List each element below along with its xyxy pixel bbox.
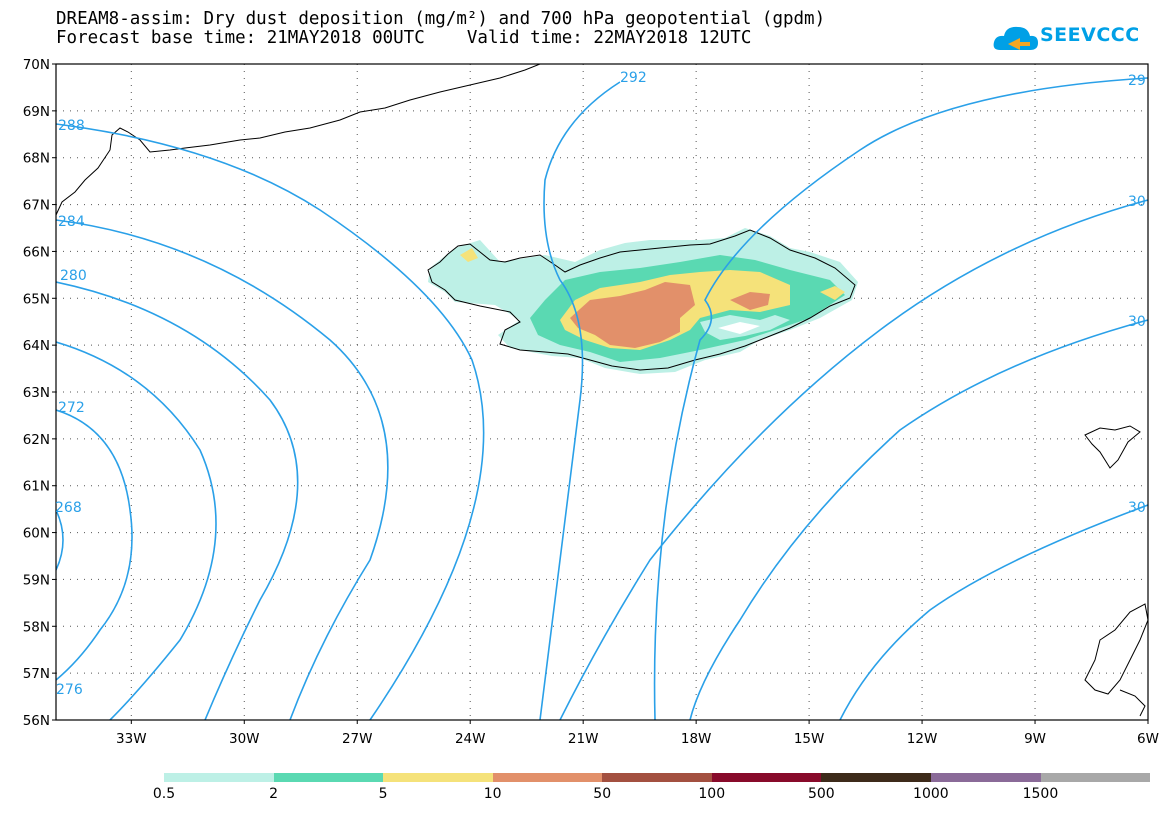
lat-label: 57N bbox=[23, 666, 50, 682]
legend-label: 1000 bbox=[913, 786, 949, 802]
legend-swatch bbox=[383, 773, 493, 782]
lat-label: 67N bbox=[23, 198, 50, 214]
lat-label: 60N bbox=[23, 526, 50, 542]
coastlines bbox=[56, 64, 1148, 717]
contour-label-284: 284 bbox=[58, 214, 85, 230]
legend-swatch bbox=[492, 773, 603, 782]
cloud-icon bbox=[993, 26, 1038, 50]
lat-label: 61N bbox=[23, 479, 50, 495]
dust-deposition-field bbox=[428, 228, 858, 374]
lon-label: 15W bbox=[794, 731, 825, 747]
lon-label: 27W bbox=[342, 731, 373, 747]
chart-title-line2: Forecast base time: 21MAY2018 00UTC Vali… bbox=[56, 28, 752, 48]
longitude-labels: 33W 30W 27W 24W 21W 18W 15W 12W 9W 6W bbox=[116, 720, 1159, 747]
seevccc-logo: SEEVCCC bbox=[1040, 24, 1140, 46]
geopotential-contours bbox=[56, 77, 1148, 720]
legend-label: 10 bbox=[483, 786, 502, 802]
contour-label-29: 29 bbox=[1128, 73, 1146, 89]
legend-swatch bbox=[602, 773, 712, 782]
lat-label: 58N bbox=[23, 619, 50, 635]
lat-label: 63N bbox=[23, 385, 50, 401]
contour-label-276: 276 bbox=[56, 682, 83, 698]
contour-label-30-b: 30 bbox=[1128, 314, 1146, 330]
lat-label: 66N bbox=[23, 244, 50, 260]
legend-label: 50 bbox=[593, 786, 612, 802]
lon-label: 21W bbox=[568, 731, 599, 747]
lat-label: 70N bbox=[23, 57, 50, 73]
lon-label: 33W bbox=[116, 731, 147, 747]
color-legend bbox=[164, 773, 1151, 782]
lon-label: 12W bbox=[907, 731, 938, 747]
lat-label: 65N bbox=[23, 291, 50, 307]
legend-label: 0.5 bbox=[152, 786, 176, 802]
legend-label: 1500 bbox=[1022, 786, 1059, 802]
lon-label: 24W bbox=[455, 731, 486, 747]
lat-label: 69N bbox=[23, 104, 50, 120]
contour-label-30-a: 30 bbox=[1128, 194, 1146, 210]
contour-label-288: 288 bbox=[58, 118, 85, 134]
graticule-grid bbox=[56, 64, 1148, 720]
legend-swatch bbox=[273, 773, 384, 782]
lon-label: 9W bbox=[1024, 731, 1046, 747]
contour-label-272: 272 bbox=[58, 400, 85, 416]
contour-labels: 292 29 30 30 30 288 284 280 272 268 276 bbox=[55, 70, 1146, 698]
lat-label: 56N bbox=[23, 713, 50, 729]
lat-label: 68N bbox=[23, 151, 50, 167]
lat-label: 64N bbox=[23, 338, 50, 354]
legend-swatch bbox=[1040, 773, 1151, 782]
legend-swatch bbox=[821, 773, 931, 782]
legend-label: 500 bbox=[807, 786, 835, 802]
legend-label: 5 bbox=[378, 786, 388, 802]
lat-label: 62N bbox=[23, 432, 50, 448]
contour-label-292: 292 bbox=[620, 70, 647, 86]
latitude-labels: 70N 69N 68N 67N 66N 65N 64N 63N 62N 61N 60N 59N 58N 5… bbox=[23, 57, 56, 729]
lon-label: 6W bbox=[1137, 731, 1159, 747]
chart-title-line1: DREAM8-assim: Dry dust deposition (mg/m²… bbox=[56, 9, 826, 29]
lon-label: 18W bbox=[681, 731, 712, 747]
legend-swatch bbox=[164, 773, 274, 782]
lat-label: 59N bbox=[23, 572, 50, 588]
legend-swatch bbox=[930, 773, 1041, 782]
legend-swatch bbox=[711, 773, 822, 782]
legend-label: 2 bbox=[269, 786, 279, 802]
contour-label-268: 268 bbox=[55, 500, 82, 516]
legend-label: 100 bbox=[698, 786, 726, 802]
contour-label-30-c: 30 bbox=[1128, 500, 1146, 516]
contour-label-280: 280 bbox=[60, 268, 87, 284]
lon-label: 30W bbox=[229, 731, 260, 747]
